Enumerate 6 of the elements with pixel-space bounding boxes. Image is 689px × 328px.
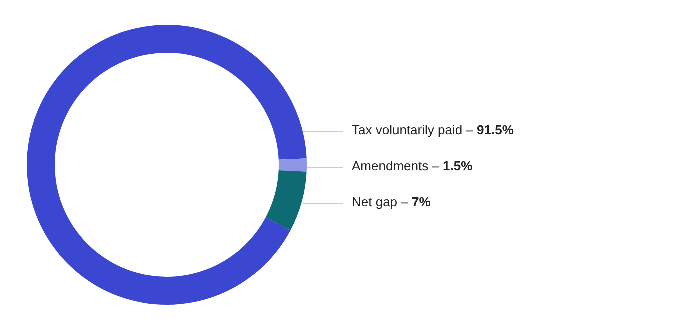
data-label: 1.5% (443, 158, 474, 174)
slice-label: Tax voluntarily paid – (352, 122, 478, 138)
slice-label: Amendments – (352, 158, 444, 174)
slice-label: Net gap – (352, 194, 412, 210)
data-label: 91.5% (477, 122, 514, 138)
data-label: 7% (412, 194, 432, 210)
